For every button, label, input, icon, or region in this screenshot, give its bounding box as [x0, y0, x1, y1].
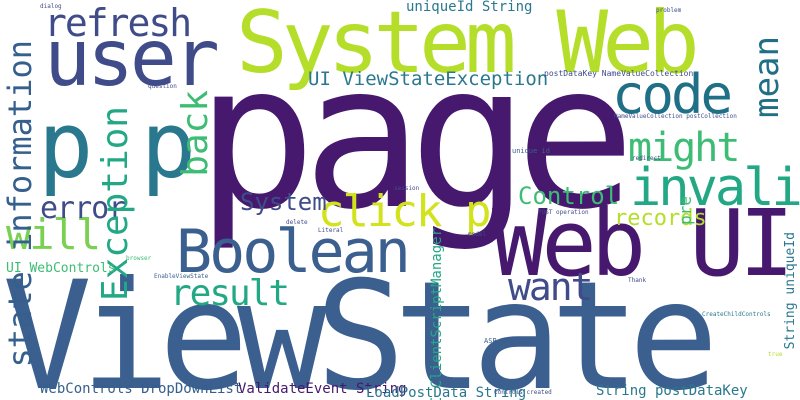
word-user: user: [44, 14, 220, 104]
word-asp-net: ASP NET: [484, 337, 514, 345]
word-exception: Control: [518, 182, 620, 210]
word-dialog: dialog: [40, 3, 62, 10]
word-post-operation: POST operation: [538, 209, 589, 216]
word-ui-webcontrols: LoadPostData String: [366, 385, 527, 400]
word-click-p: might: [628, 125, 740, 171]
word-system: will: [6, 210, 101, 259]
word-control: error: [40, 191, 126, 226]
word-system-web: System Web: [236, 0, 700, 93]
word-unique-id: unique id: [512, 147, 550, 155]
word-question: question: [148, 83, 177, 90]
word-code: code: [612, 63, 733, 126]
word-p-p: p p: [38, 92, 196, 199]
word-browser: browser: [126, 255, 152, 262]
word-string-uniqueid: UI WebControls: [6, 261, 116, 276]
word-want: click p: [318, 186, 491, 237]
word-namevaluecollection-postcollection: NameValueCollection postCollection: [614, 113, 737, 120]
word-literal: Literal: [318, 227, 344, 234]
word-viewstate: ViewState: [2, 250, 719, 400]
word-uniqueid-string: ValidateEvent String: [238, 381, 407, 397]
word-error: mean: [747, 36, 787, 118]
word-createchildcontrols: CreateChildControls: [702, 311, 771, 318]
word-pre: want: [508, 265, 594, 309]
word-might: invalid id: [630, 158, 800, 218]
word-problem: problem: [656, 7, 682, 14]
word-enableviewstate: EnableViewState: [154, 273, 209, 280]
word-records: result: [170, 273, 290, 314]
word-model: model: [468, 231, 487, 238]
word-loadpostdata: UI ClientScriptManager: [429, 228, 445, 400]
word-web-ui: Web UI: [492, 190, 794, 297]
word-mean: System: [240, 188, 327, 216]
word-result: back: [175, 90, 216, 177]
word-boolean: Boolean: [176, 217, 411, 287]
word-session: session: [394, 185, 420, 192]
word-ui-viewstateexception: WebControls DropDownList: [40, 381, 243, 397]
word-string-postdatakey: String uniqueId: [783, 232, 798, 350]
word-true: true: [768, 351, 783, 358]
word-thank: Thank: [628, 277, 647, 284]
word-postdatakey-namevaluecollection: postDataKey NameValueCollection: [544, 69, 694, 78]
word-validateevent: pre: [676, 196, 695, 225]
word-back: records: [614, 206, 707, 231]
word-delete: delete: [286, 219, 308, 226]
word-redirect: redirect: [632, 155, 661, 162]
word-page: page: [196, 21, 636, 254]
word-state-information: UI ViewStateException: [308, 68, 549, 90]
word-ui-clientscriptmanager: uniqueId String: [406, 0, 533, 15]
word-refresh: refresh: [44, 1, 192, 45]
word-controls-created: Controls created: [494, 389, 552, 396]
word-invalid-id: state information: [1, 40, 39, 368]
word-webcontrols-dropdownlist: String postDataKey: [596, 383, 748, 399]
